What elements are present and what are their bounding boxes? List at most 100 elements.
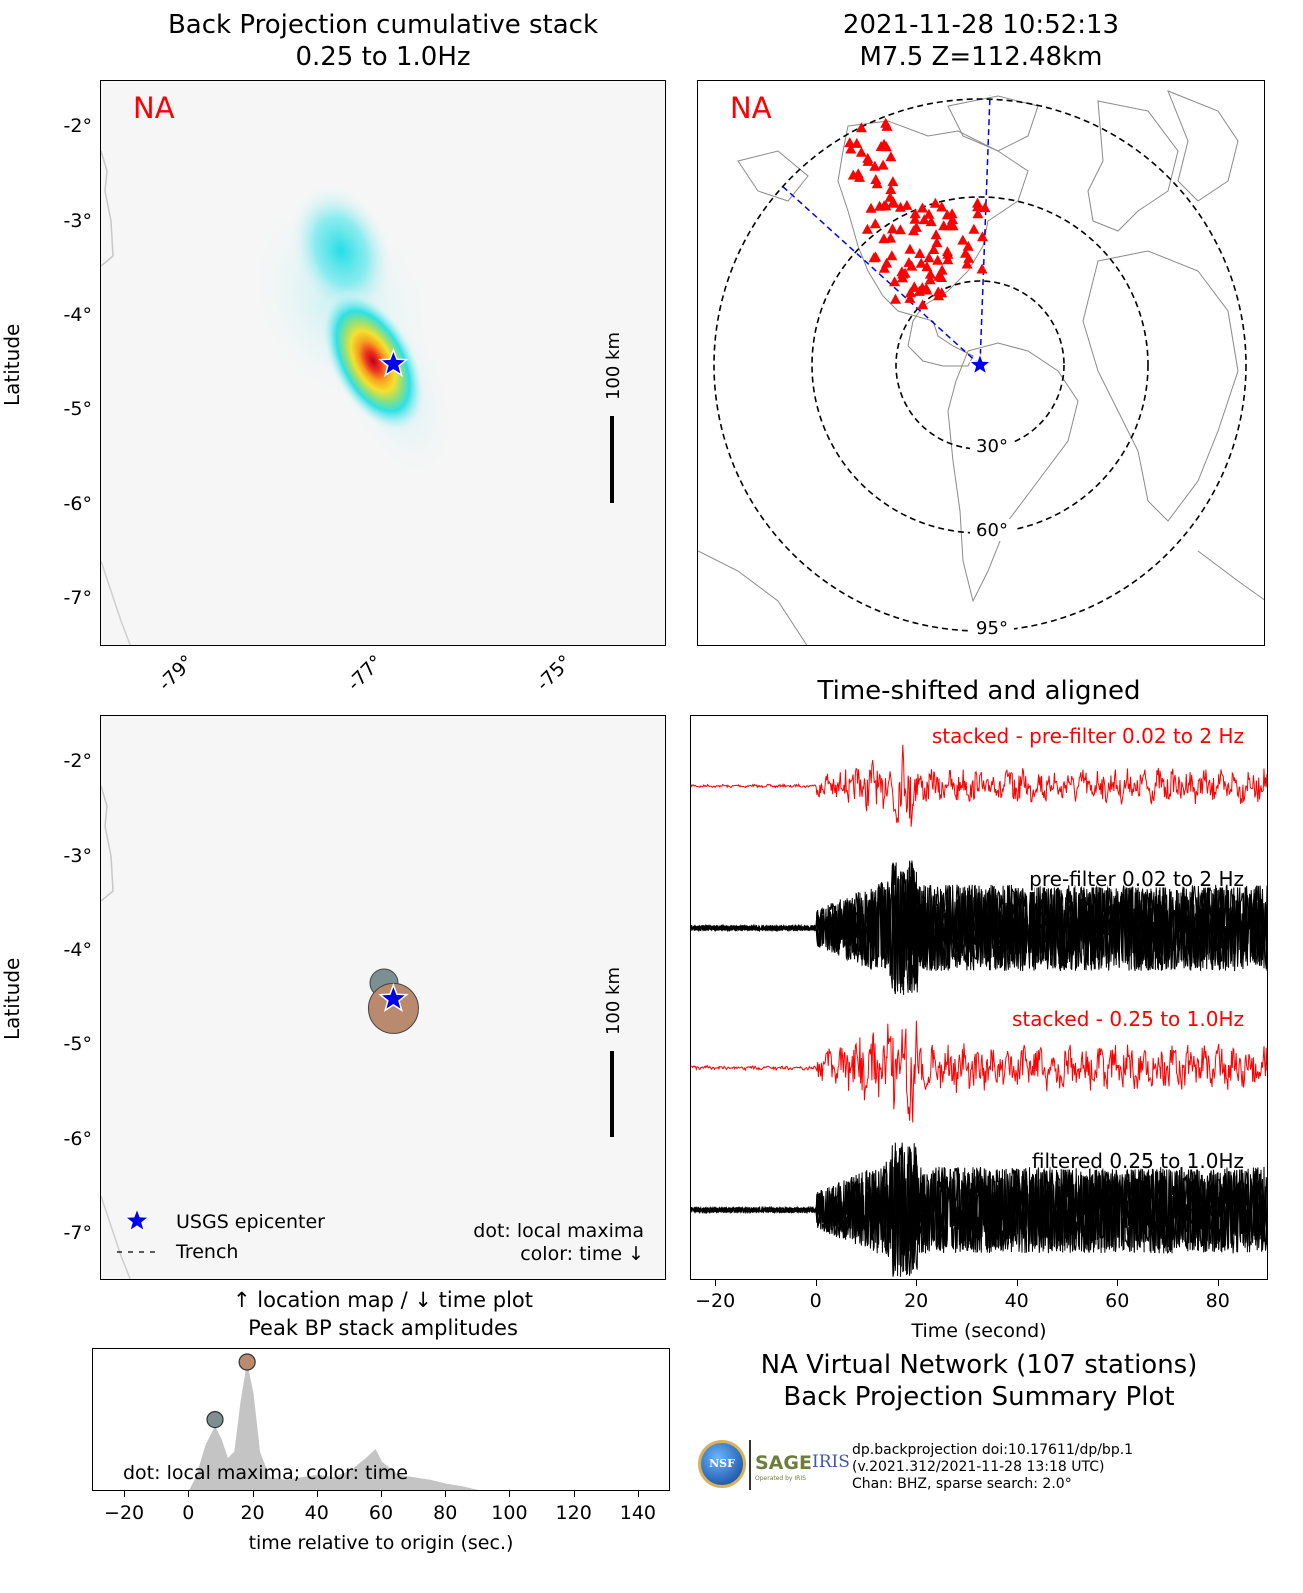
station-triangle-icon (979, 202, 991, 213)
station-triangle-icon (923, 252, 935, 263)
tick-mark (916, 1280, 918, 1286)
station-triangle-icon (921, 261, 933, 272)
station-triangle-icon (968, 223, 980, 234)
station-triangle-icon (870, 174, 882, 184)
station-triangle-icon (921, 284, 933, 295)
station-triangle-icon (906, 260, 918, 271)
coastline (101, 1195, 132, 1279)
station-triangle-icon (942, 254, 954, 265)
trace-label-stacked-prefilter: stacked - pre-filter 0.02 to 2 Hz (932, 724, 1244, 748)
meta-line3: Chan: BHZ, sparse search: 2.0° (852, 1476, 1072, 1492)
station-triangle-icon (930, 229, 942, 240)
station-triangle-icon (847, 169, 859, 180)
epicenter-star-icon (378, 982, 409, 1013)
tick-mark (316, 1491, 318, 1497)
station-triangle-icon (957, 234, 969, 245)
time-x-tick-label: 60 (368, 1502, 394, 1524)
station-triangle-icon (915, 257, 927, 268)
station-triangle-icon (909, 208, 921, 219)
bp-heatmap-svg: 100 km (101, 150, 624, 645)
logo-divider (749, 1440, 751, 1490)
station-triangle-icon (845, 143, 857, 154)
waveforms-title: Time-shifted and aligned (817, 676, 1141, 706)
tick-mark (637, 1491, 639, 1497)
summary-line1: NA Virtual Network (107 stations) (760, 1350, 1198, 1380)
station-triangle-icon (880, 141, 892, 152)
global-map-panel: 30° 60° 95° NA (697, 80, 1265, 646)
waveform-x-tick-label: 20 (904, 1290, 929, 1312)
station-triangle-icon (933, 290, 945, 301)
time-plot-xlabel: time relative to origin (sec.) (248, 1532, 514, 1554)
station-triangle-icon (878, 233, 890, 244)
bp-subtitle: 0.25 to 1.0Hz (295, 42, 471, 72)
iris-logo: IRIS (812, 1452, 850, 1472)
station-triangle-icon (931, 237, 943, 248)
station-triangle-icon (874, 200, 886, 211)
bp-secondary-maximum (288, 183, 394, 319)
station-triangle-icon (885, 232, 897, 243)
waveform-x-tick-label: 0 (809, 1290, 822, 1312)
continent-outlines (698, 90, 1264, 645)
station-triangle-icon (885, 151, 897, 162)
station-triangle-icon (885, 184, 897, 194)
location-map-svg: 100 km USGS epicenter Trench dot: local … (101, 785, 644, 1279)
station-triangle-icon (960, 247, 971, 258)
time-x-tick-label: 40 (304, 1502, 329, 1524)
legend-star-icon (124, 1207, 150, 1232)
station-triangle-icon (855, 122, 867, 133)
station-triangle-icon (917, 202, 928, 213)
time-x-tick-label: 120 (555, 1502, 592, 1524)
epicenter-star-icon (968, 352, 992, 376)
time-plot-note: dot: local maxima; color: time (123, 1462, 408, 1484)
station-triangle-icon (908, 225, 920, 236)
tick-mark (381, 1491, 382, 1497)
waveform-x-tick-label: 60 (1105, 1290, 1130, 1312)
station-triangle-icon (861, 223, 873, 234)
azimuth-line-west (779, 183, 981, 366)
station-triangle-icon (897, 272, 909, 283)
coastline (101, 150, 114, 267)
trace-label-stacked-filtered: stacked - 0.25 to 1.0Hz (1012, 1007, 1244, 1031)
tick-mark (252, 1491, 254, 1497)
lat-tick-label: -4° (63, 303, 92, 326)
station-triangle-icon (886, 250, 898, 261)
note-line2: color: time ↓ (520, 1243, 644, 1265)
station-triangle-icon (928, 244, 940, 254)
station-triangle-icon (961, 258, 973, 269)
time-x-tick-label: 0 (182, 1502, 195, 1524)
station-triangle-icon (901, 199, 913, 210)
waveforms-xlabel: Time (second) (911, 1320, 1047, 1342)
station-triangle-icon (972, 201, 984, 212)
event-datetime: 2021-11-28 10:52:13 (842, 10, 1120, 40)
lat-tick-label: -6° (63, 492, 92, 515)
peak-amplitude-area (189, 1362, 479, 1490)
tick-mark (715, 1280, 717, 1286)
epicenter-star-icon (378, 347, 409, 378)
logo-subtext: Operated by IRIS (755, 1475, 806, 1482)
station-triangle-icon (877, 159, 889, 170)
scalebar-label: 100 km (603, 967, 624, 1035)
station-triangle-icon (887, 197, 899, 208)
station-triangle-icon (914, 248, 926, 258)
bp-title: Back Projection cumulative stack (167, 10, 599, 40)
lat-tick-label: -6° (63, 1127, 92, 1150)
station-triangle-icon (889, 276, 901, 287)
lat-tick-label: -3° (63, 209, 92, 232)
tick-mark (124, 1491, 126, 1497)
tick-mark (815, 1280, 817, 1286)
station-triangle-icon (904, 292, 916, 303)
station-triangle-icon (963, 252, 975, 263)
station-triangle-icon (977, 231, 988, 242)
trace-label-prefilter: pre-filter 0.02 to 2 Hz (1029, 867, 1244, 891)
note-line1: dot: local maxima (473, 1220, 644, 1242)
station-triangle-icon (976, 263, 988, 274)
ring-label: 60° (976, 520, 1008, 541)
sage-logo: SAGE (755, 1452, 812, 1474)
station-triangle-icon (844, 137, 856, 148)
lat-tick-label: -2° (63, 750, 92, 773)
station-triangle-icon (865, 202, 877, 213)
station-triangle-icon (870, 251, 882, 262)
station-triangle-icon (855, 146, 867, 157)
station-triangle-icon (917, 299, 929, 310)
waveform-x-tick-label: 40 (1004, 1290, 1029, 1312)
